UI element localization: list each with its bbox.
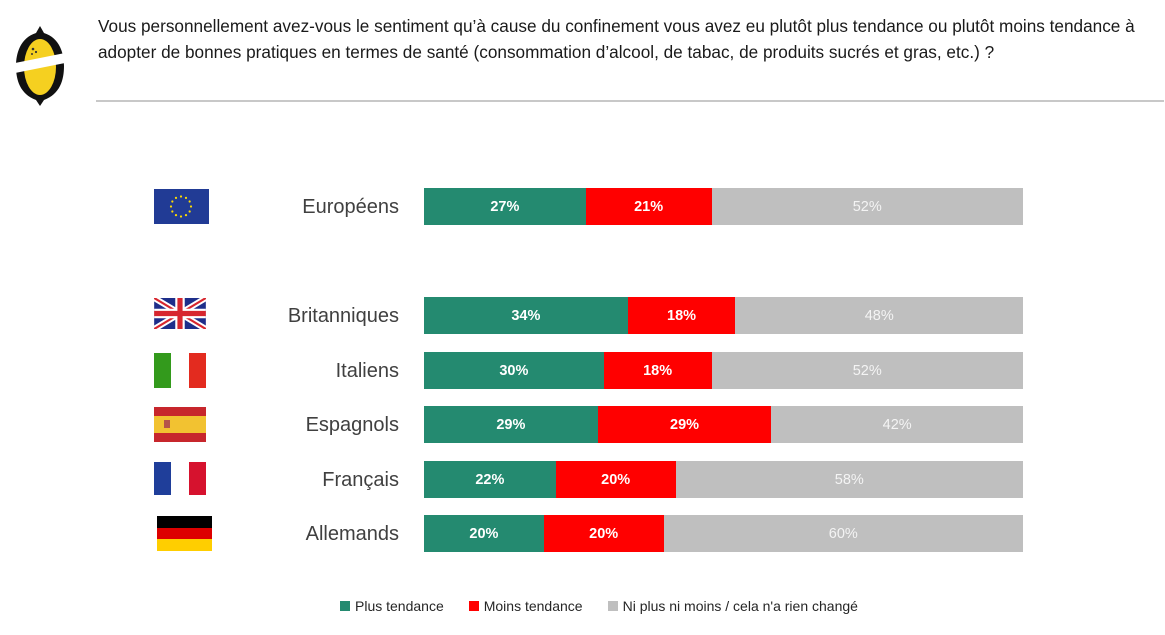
- data-label: 27%: [490, 198, 520, 215]
- legend-label: Ni plus ni moins / cela n'a rien changé: [622, 598, 858, 614]
- bar-segment-neutre: 52%: [711, 352, 1023, 389]
- data-label: 58%: [834, 471, 864, 488]
- data-label: 34%: [511, 307, 541, 324]
- italy-flag-icon: [154, 353, 206, 393]
- bar-row: 22% 20% 58%: [424, 461, 1023, 498]
- data-label: 42%: [882, 416, 912, 433]
- data-label: 52%: [852, 198, 882, 215]
- bar-row: 34% 18% 48%: [424, 297, 1023, 334]
- category-label: Européens: [302, 196, 399, 218]
- bar-segment-plus: 34%: [424, 297, 628, 334]
- france-flag-icon: [154, 462, 206, 500]
- data-label: 21%: [634, 198, 664, 215]
- bar-segment-moins: 18%: [627, 297, 736, 334]
- bar-segment-moins: 20%: [555, 461, 676, 498]
- lemon-logo-icon: [10, 26, 70, 106]
- data-label: 18%: [643, 362, 673, 379]
- survey-question: Vous personnellement avez-vous le sentim…: [98, 16, 1135, 62]
- legend-swatch: [607, 601, 618, 611]
- chart-legend: Plus tendance Moins tendance Ni plus ni mo…: [340, 598, 883, 614]
- bar-segment-plus: 30%: [424, 352, 604, 389]
- legend-item-plus: Plus tendance: [340, 598, 444, 614]
- data-label: 29%: [496, 416, 526, 433]
- category-label: Allemands: [305, 523, 399, 545]
- legend-label: Plus tendance: [355, 598, 444, 614]
- data-label: 18%: [667, 307, 697, 324]
- spain-flag-icon: [154, 407, 206, 447]
- legend-label: Moins tendance: [483, 598, 583, 614]
- bar-segment-moins: 18%: [603, 352, 712, 389]
- bar-segment-neutre: 58%: [675, 461, 1023, 498]
- data-label: 30%: [499, 362, 529, 379]
- bar-segment-neutre: 60%: [663, 515, 1023, 552]
- bar-segment-neutre: 48%: [735, 297, 1023, 334]
- data-label: 22%: [475, 471, 505, 488]
- uk-flag-icon: [152, 295, 208, 334]
- data-label: 20%: [601, 471, 631, 488]
- data-label: 29%: [670, 416, 700, 433]
- bar-row: 30% 18% 52%: [424, 352, 1023, 389]
- category-label: Espagnols: [305, 414, 399, 436]
- bar-row: 20% 20% 60%: [424, 515, 1023, 552]
- bar-segment-moins: 20%: [543, 515, 664, 552]
- title-divider: [96, 100, 1164, 102]
- bar-row: 29% 29% 42%: [424, 406, 1023, 443]
- legend-item-neutre: Ni plus ni moins / cela n'a rien changé: [607, 598, 858, 614]
- category-label: Français: [322, 469, 399, 491]
- eu-flag-icon: [154, 189, 209, 229]
- bar-segment-plus: 29%: [424, 406, 598, 443]
- bar-segment-neutre: 52%: [711, 188, 1023, 225]
- legend-item-moins: Moins tendance: [468, 598, 583, 614]
- bar-segment-plus: 27%: [424, 188, 586, 225]
- bar-segment-moins: 29%: [597, 406, 772, 443]
- germany-flag-icon: [157, 516, 212, 556]
- data-label: 48%: [864, 307, 894, 324]
- legend-swatch: [340, 601, 350, 611]
- legend-swatch: [468, 601, 479, 611]
- data-label: 20%: [589, 525, 619, 542]
- data-label: 52%: [852, 362, 882, 379]
- bar-segment-plus: 22%: [424, 461, 556, 498]
- data-label: 20%: [469, 525, 499, 542]
- bar-segment-neutre: 42%: [771, 406, 1023, 443]
- bar-segment-moins: 21%: [585, 188, 712, 225]
- category-label: Italiens: [335, 360, 399, 382]
- bar-row: 27% 21% 52%: [424, 188, 1023, 225]
- bar-segment-plus: 20%: [424, 515, 544, 552]
- category-label: Britanniques: [287, 305, 399, 327]
- data-label: 60%: [828, 525, 858, 542]
